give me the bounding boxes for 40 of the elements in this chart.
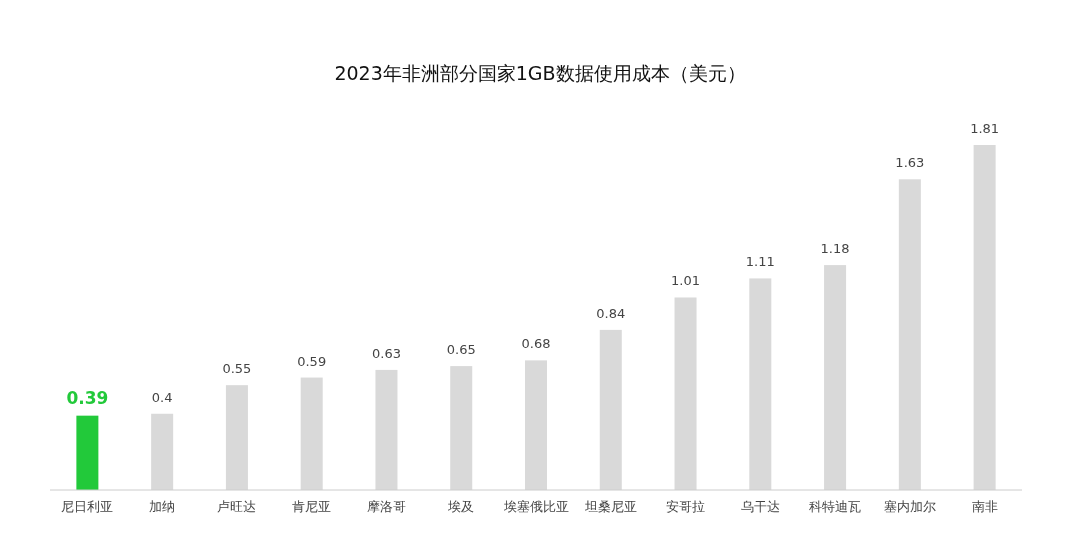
bar — [76, 415, 99, 490]
data-label: 0.4 — [151, 389, 173, 405]
bar — [674, 297, 697, 490]
data-label: 0.39 — [66, 387, 109, 408]
data-label: 0.68 — [521, 336, 551, 352]
data-label: 1.63 — [895, 155, 925, 171]
bar — [749, 278, 772, 490]
x-tick-label: 加纳 — [149, 499, 176, 514]
x-tick-label: 摩洛哥 — [366, 499, 406, 514]
bar — [898, 179, 921, 490]
data-label: 0.63 — [371, 345, 401, 361]
bar — [599, 329, 622, 490]
bar — [151, 413, 174, 490]
x-tick-label: 埃塞俄比亚 — [502, 499, 569, 514]
x-tick-label: 坦桑尼亚 — [583, 499, 637, 514]
data-label: 0.65 — [446, 342, 476, 358]
x-tick-label: 科特迪瓦 — [809, 499, 862, 514]
bar — [300, 377, 323, 490]
bar — [375, 369, 398, 490]
data-label: 0.59 — [297, 353, 327, 369]
chart-title: 2023年非洲部分国家1GB数据使用成本（美元） — [334, 62, 746, 84]
bar — [525, 360, 547, 490]
x-tick-label: 肯尼亚 — [292, 499, 332, 514]
data-label: 1.11 — [745, 254, 775, 270]
data-label: 1.01 — [671, 273, 701, 289]
x-tick-label: 乌干达 — [740, 499, 780, 514]
x-tick-label: 塞内加尔 — [883, 499, 936, 514]
data-label: 0.55 — [222, 361, 252, 377]
x-tick-label: 安哥拉 — [666, 499, 706, 514]
bar — [824, 265, 847, 490]
x-tick-label: 卢旺达 — [217, 499, 257, 514]
x-tick-label: 南非 — [971, 499, 998, 514]
bar — [973, 145, 996, 490]
data-label: 0.84 — [596, 305, 626, 321]
x-tick-label: 尼日利亚 — [61, 499, 114, 514]
bar — [450, 366, 473, 490]
data-label: 1.18 — [820, 241, 850, 257]
bar — [225, 385, 248, 490]
x-tick-label: 埃及 — [447, 499, 475, 514]
data-label: 1.81 — [970, 121, 1000, 136]
